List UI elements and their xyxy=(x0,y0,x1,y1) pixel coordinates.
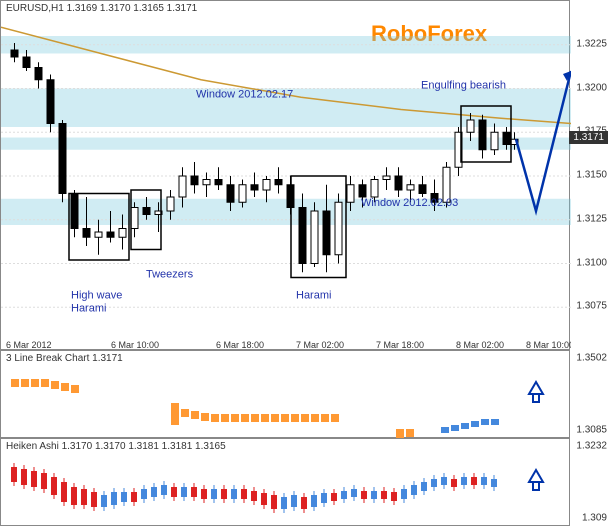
y-tick: 1.3175 xyxy=(576,126,607,137)
annotation-tweezers: Tweezers xyxy=(146,269,194,281)
heiken-svg xyxy=(1,439,571,527)
x-tick: 8 Mar 10:00 xyxy=(526,340,571,350)
sub2-y-axis: 1.3232 1.309 xyxy=(570,438,609,526)
y-tick: 1.3502 xyxy=(576,353,607,364)
annotation-window-2: Window 2012.02.03 xyxy=(361,197,458,209)
x-tick: 8 Mar 02:00 xyxy=(456,340,504,350)
y-tick: 1.3100 xyxy=(576,257,607,268)
annotation-harami: Harami xyxy=(296,290,331,302)
x-tick: 7 Mar 18:00 xyxy=(376,340,424,350)
x-tick: 7 Mar 02:00 xyxy=(296,340,344,350)
x-tick: 6 Mar 2012 xyxy=(6,340,52,350)
x-tick: 6 Mar 18:00 xyxy=(216,340,264,350)
linebreak-panel[interactable]: 3 Line Break Chart 1.3171 xyxy=(0,350,570,438)
y-tick: 1.3225 xyxy=(576,38,607,49)
y-tick: 1.3125 xyxy=(576,213,607,224)
annotation-engulfing: Engulfing bearish xyxy=(421,80,506,92)
main-chart-panel[interactable]: EURUSD,H1 1.3169 1.3170 1.3165 1.3171 Ro… xyxy=(0,0,570,350)
y-tick: 1.3075 xyxy=(576,301,607,312)
y-tick: 1.309 xyxy=(582,513,607,524)
annotation-highwave: High waveHarami xyxy=(71,290,122,315)
heiken-panel[interactable]: Heiken Ashi 1.3170 1.3170 1.3181 1.3181 … xyxy=(0,438,570,526)
y-tick: 1.3200 xyxy=(576,82,607,93)
sub1-y-axis: 1.3502 1.3085 xyxy=(570,350,609,438)
annotation-window-1: Window 2012.02.17 xyxy=(196,88,293,100)
y-tick: 1.3150 xyxy=(576,170,607,181)
x-tick: 6 Mar 10:00 xyxy=(111,340,159,350)
y-tick: 1.3232 xyxy=(576,441,607,452)
main-y-axis: 1.3225 1.3200 1.3175 1.3150 1.3125 1.3100 1.30… xyxy=(570,0,609,350)
linebreak-svg xyxy=(1,351,571,439)
main-chart-svg: Window 2012.02.17 Window 2012.02.03 Engulf… xyxy=(1,1,571,351)
y-tick: 1.3085 xyxy=(576,425,607,436)
